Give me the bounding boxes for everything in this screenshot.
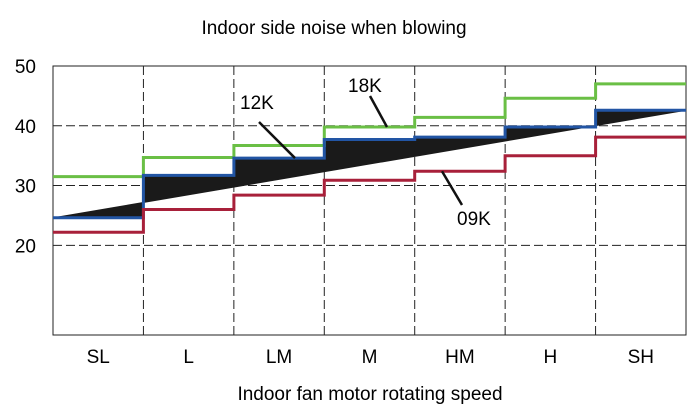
x-axis-label: Indoor fan motor rotating speed (237, 384, 502, 405)
y-tick-label: 20 (15, 236, 36, 257)
annotation-leader (442, 171, 462, 205)
x-axis-categories: SL L LM M HM H SH (87, 347, 654, 368)
x-category-label: M (362, 347, 378, 368)
y-tick-label: 30 (15, 177, 36, 198)
x-category-label: L (183, 347, 194, 368)
x-category-label: LM (266, 347, 292, 368)
annotation-label: 18K (348, 76, 382, 97)
annotation-leader (370, 96, 387, 127)
annotation-leader (259, 122, 295, 158)
x-category-label: H (543, 347, 557, 368)
annotation-label: 12K (240, 93, 274, 114)
x-category-label: HM (445, 347, 475, 368)
x-category-label: SL (87, 347, 110, 368)
annotation-label: 09K (457, 209, 491, 230)
chart-title: Indoor side noise when blowing (201, 18, 466, 39)
y-tick-label: 50 (15, 57, 36, 78)
x-category-label: SH (628, 347, 654, 368)
y-axis-ticks: 20 30 40 50 (15, 57, 36, 257)
y-tick-label: 40 (15, 117, 36, 138)
